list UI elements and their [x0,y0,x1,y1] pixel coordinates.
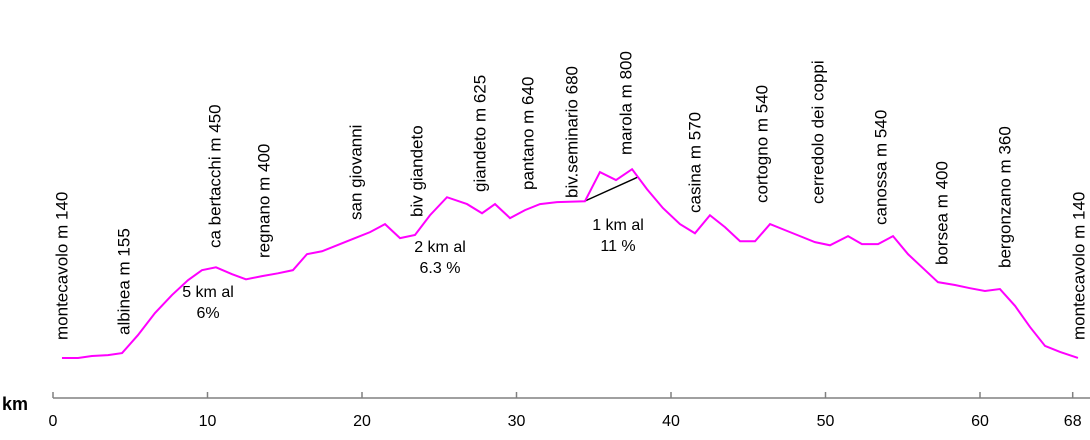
place-label: marola m 800 [616,51,635,155]
annotation: 2 km al [414,239,466,256]
place-label: cerredolo dei coppi [808,60,827,204]
place-label: ca bertacchi m 450 [205,104,224,248]
annotation: 1 km al [592,217,644,234]
place-label: casina m 570 [685,112,704,213]
annotation: 11 % [600,238,635,255]
place-label: montecavolo m 140 [52,192,71,340]
x-tick-label: 20 [353,413,371,430]
annotation: 5 km al [182,284,234,301]
place-label: giandeto m 625 [470,75,489,192]
x-tick-label: 50 [817,413,835,430]
x-axis-label: km [2,394,28,414]
annotation: 6.3 % [420,260,461,277]
x-tick-label: 10 [199,413,217,430]
place-label: cortogno m 540 [752,85,771,203]
x-tick-label: 60 [971,413,989,430]
profile-line [61,167,1079,359]
x-tick-label: 40 [662,413,680,430]
x-tick-label: 30 [508,413,526,430]
place-label: montecavolo m 140 [1069,192,1088,340]
place-label: canossa m 540 [871,110,890,225]
place-label: pantano m 640 [518,77,537,190]
annotation: 6% [196,305,219,322]
x-tick-label: 0 [49,413,58,430]
place-label: biv giandeto [407,125,426,217]
place-label: borsea m 400 [932,161,951,265]
place-label: regnano m 400 [254,144,273,258]
place-label: san giovanni [346,125,365,220]
place-label: bergonzano m 360 [995,126,1014,268]
place-label: biv.seminario 680 [562,66,581,198]
x-tick-label: 68 [1064,413,1082,430]
slope-line [584,176,639,202]
place-label: albinea m 155 [114,228,133,335]
